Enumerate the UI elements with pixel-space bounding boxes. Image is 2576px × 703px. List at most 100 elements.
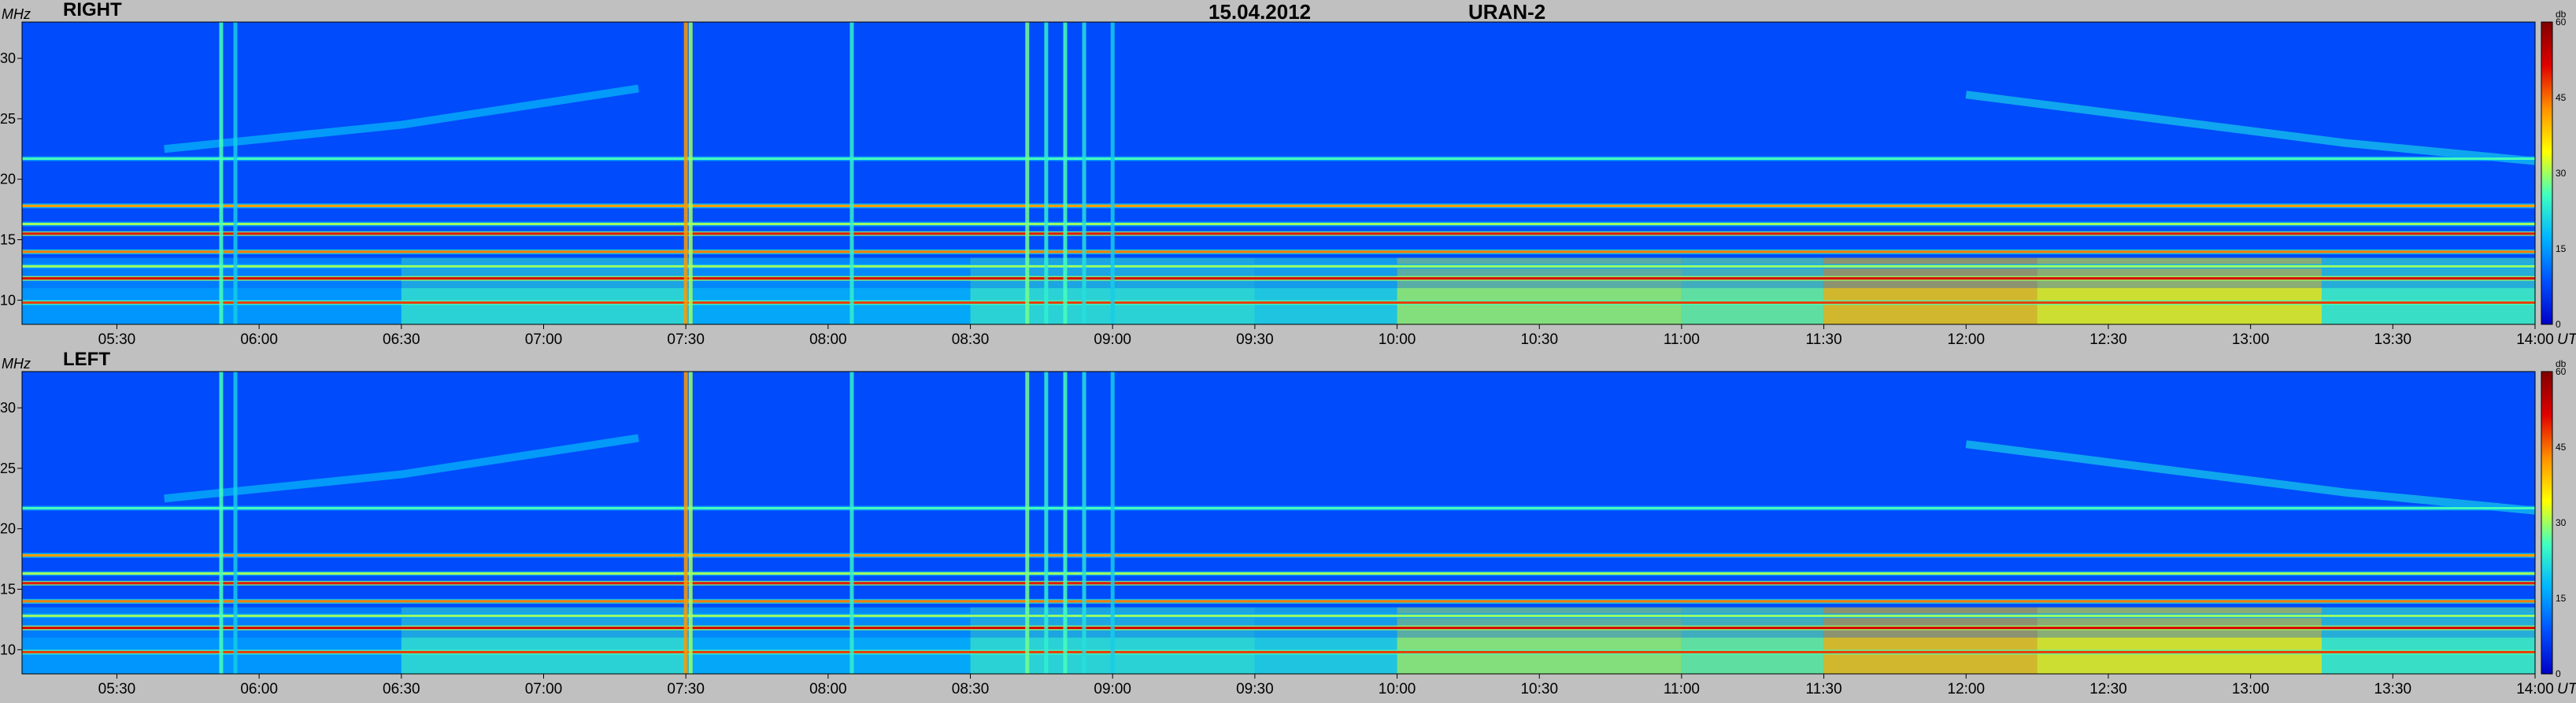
plot-frame: [21, 21, 2536, 325]
x-tick-label: 12:00: [1948, 681, 1986, 697]
colorbar-tick-label: 15: [2556, 243, 2567, 254]
drifting-band: [1965, 440, 2535, 515]
colorbar: [2541, 371, 2553, 675]
activity-segment-core: [401, 637, 687, 674]
activity-segment-core: [22, 287, 402, 324]
activity-segment-core: [1397, 637, 1682, 674]
burst: [683, 372, 688, 674]
activity-segment-core: [1823, 287, 2037, 324]
horizontal-band: [22, 553, 2535, 557]
activity-segment-core: [401, 287, 687, 324]
x-tick-label: 07:30: [667, 681, 705, 697]
x-tick-label: 13:00: [2232, 681, 2270, 697]
y-tick-label: 10: [0, 292, 16, 308]
colorbar-unit: db: [2556, 9, 2567, 20]
x-tick-label: 06:30: [383, 331, 420, 348]
x-tick-label: 12:30: [2089, 681, 2127, 697]
burst: [1110, 22, 1115, 324]
plot-area: [22, 372, 2535, 674]
activity-segment-core: [686, 637, 971, 674]
y-tick-label: 15: [0, 581, 16, 597]
activity-segment-core: [1681, 287, 1824, 324]
x-tick-label: 08:00: [809, 331, 847, 348]
horizontal-band: [22, 507, 2535, 510]
colorbar-tick-label: 15: [2556, 593, 2567, 604]
colorbar-tick-label: 30: [2556, 517, 2567, 528]
colorbar-unit: db: [2556, 358, 2567, 369]
burst: [1044, 372, 1049, 674]
colorbar-tick-label: 45: [2556, 442, 2567, 453]
horizontal-band: [22, 265, 2535, 268]
drifting-band: [164, 84, 639, 154]
x-tick-label: 13:30: [2374, 681, 2412, 697]
horizontal-band: [22, 572, 2535, 575]
x-tick-label: 12:30: [2089, 331, 2127, 348]
x-tick-label: 11:30: [1806, 331, 1842, 348]
burst: [219, 372, 224, 674]
colorbar-tick-label: 45: [2556, 92, 2567, 103]
burst: [1082, 22, 1086, 324]
burst: [849, 372, 854, 674]
activity-segment-core: [686, 287, 971, 324]
drifting-band: [1965, 91, 2535, 165]
horizontal-band: [22, 614, 2535, 617]
panel-right: RIGHT MHz 10 15 20 25 30 05:30 06:00 06:30 07:00 07…: [0, 0, 2576, 348]
burst: [1025, 372, 1030, 674]
plot-frame: [21, 371, 2536, 675]
x-tick-label: 13:00: [2232, 331, 2270, 348]
x-axis-unit: UT: [2557, 331, 2576, 348]
activity-segment-core: [1681, 637, 1824, 674]
horizontal-band: [22, 582, 2535, 585]
x-tick-label: 10:30: [1520, 331, 1558, 348]
burst: [849, 22, 854, 324]
x-tick-label: 08:00: [809, 681, 847, 697]
activity-segment-core: [1254, 287, 1397, 324]
y-tick-label: 30: [0, 50, 16, 66]
x-tick-label: 10:30: [1520, 681, 1558, 697]
activity-segment-core: [2321, 637, 2535, 674]
x-tick-label: 11:00: [1664, 331, 1700, 348]
panel-title: LEFT: [63, 349, 110, 370]
horizontal-band: [22, 204, 2535, 207]
x-tick-label: 06:30: [383, 681, 420, 697]
activity-segment-core: [1397, 287, 1682, 324]
x-tick-label: 07:00: [525, 681, 563, 697]
activity-segment-core: [1254, 637, 1397, 674]
x-tick-label: 10:00: [1379, 681, 1416, 697]
horizontal-band: [22, 627, 2535, 630]
panel-title: RIGHT: [63, 0, 122, 20]
x-tick-label: 08:30: [952, 681, 990, 697]
burst: [1063, 22, 1068, 324]
y-tick-label: 15: [0, 231, 16, 247]
activity-segment-core: [2037, 637, 2322, 674]
burst: [233, 372, 238, 674]
x-tick-label: 05:30: [98, 681, 136, 697]
horizontal-band: [22, 250, 2535, 253]
horizontal-band: [22, 650, 2535, 653]
x-tick-label: 07:00: [525, 331, 563, 348]
x-tick-label: 14:00: [2516, 681, 2554, 697]
horizontal-band: [22, 157, 2535, 161]
y-tick-label: 25: [0, 111, 16, 127]
burst: [688, 372, 693, 674]
y-axis-unit: MHz: [2, 356, 31, 372]
x-tick-label: 13:30: [2374, 331, 2412, 348]
activity-segment-core: [1823, 637, 2037, 674]
x-tick-label: 09:30: [1236, 681, 1274, 697]
instrument-name: URAN-2: [1468, 0, 1545, 24]
activity-segment-core: [2321, 287, 2535, 324]
burst: [688, 22, 693, 324]
x-tick-label: 08:30: [952, 331, 990, 348]
y-tick-label: 25: [0, 461, 16, 476]
horizontal-band: [22, 600, 2535, 603]
horizontal-band: [22, 301, 2535, 304]
colorbar-tick-label: 60: [2556, 17, 2567, 28]
horizontal-band: [22, 223, 2535, 226]
drifting-band: [164, 434, 639, 503]
y-tick-label: 20: [0, 172, 16, 187]
horizontal-band: [22, 277, 2535, 280]
horizontal-band: [22, 232, 2535, 235]
x-tick-label: 10:00: [1379, 331, 1416, 348]
